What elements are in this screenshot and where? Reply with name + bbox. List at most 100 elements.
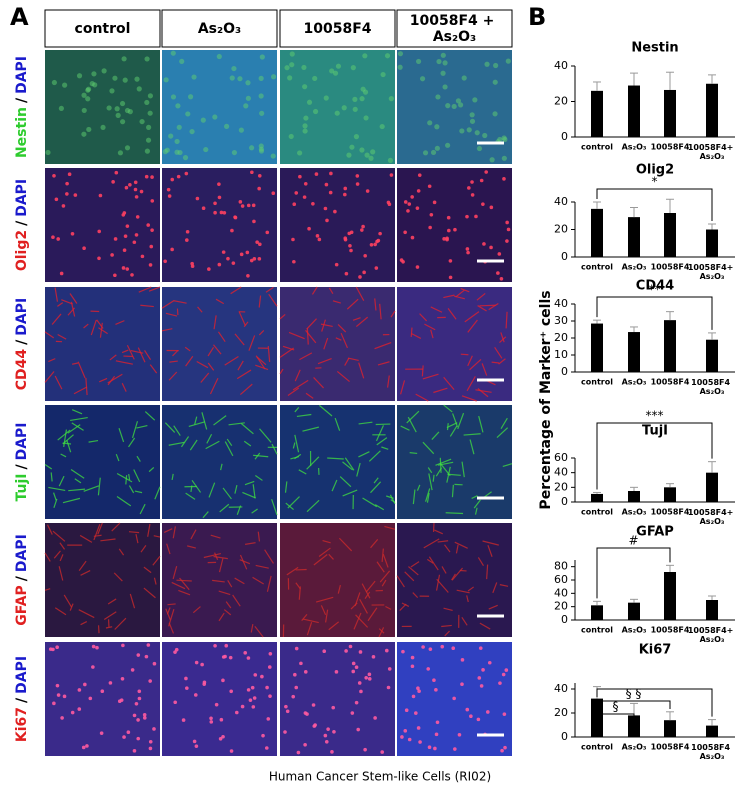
cell-texture: [322, 649, 326, 653]
cell-texture: [149, 747, 153, 751]
column-header: control: [75, 21, 131, 37]
row-label: GFAP/DAPI: [14, 534, 30, 626]
cell-texture: [503, 712, 507, 716]
cell-texture: [403, 729, 407, 733]
cell-texture: [230, 749, 234, 753]
caption: Human Cancer Stem-like Cells (RI02): [269, 770, 491, 784]
cell-texture: [247, 688, 251, 692]
cell-texture: [150, 175, 154, 179]
chart-title: GFAP: [636, 525, 674, 540]
cell-texture: [453, 747, 457, 751]
cell-texture: [213, 201, 217, 205]
cell-texture: [253, 673, 257, 677]
cell-texture: [421, 645, 425, 649]
x-tick-label: control: [581, 743, 613, 752]
cell-texture: [435, 733, 439, 737]
cell-texture: [123, 78, 128, 83]
cell-texture: [247, 204, 251, 208]
cell-texture: [351, 670, 355, 674]
cell-texture: [331, 706, 335, 710]
x-tick-label: control: [581, 508, 613, 517]
cell-texture: [388, 158, 393, 163]
cell-texture: [284, 705, 288, 709]
cell-texture: [304, 182, 308, 186]
cell-texture: [458, 733, 462, 737]
y-tick-label: 40: [554, 195, 568, 208]
cell-texture: [305, 712, 309, 716]
cell-texture: [325, 219, 329, 223]
cell-texture: [165, 148, 170, 153]
cell-texture: [452, 104, 457, 109]
cell-texture: [250, 259, 254, 263]
bar: [706, 473, 718, 502]
cell-texture: [398, 65, 403, 70]
cell-texture: [55, 645, 59, 649]
cell-texture: [130, 273, 134, 277]
cell-texture: [249, 698, 253, 702]
y-tick-label: 20: [554, 706, 568, 719]
cell-texture: [352, 662, 356, 666]
x-tick-label: As₂O₃: [622, 378, 647, 387]
cell-texture: [144, 100, 149, 105]
cell-texture: [490, 206, 494, 210]
separator: /: [14, 697, 30, 703]
cell-texture: [460, 682, 464, 686]
cell-texture: [417, 689, 421, 693]
cell-texture: [462, 75, 467, 80]
separator: /: [14, 97, 30, 103]
cell-texture: [271, 191, 275, 195]
x-tick-label: 10058F4: [651, 263, 690, 272]
cell-texture: [74, 193, 78, 197]
cell-texture: [445, 103, 450, 108]
cell-texture: [113, 273, 117, 277]
cell-texture: [121, 644, 125, 648]
cell-texture: [128, 109, 133, 114]
cell-texture: [152, 727, 156, 731]
chart-title: TujI: [642, 424, 668, 439]
bar: [664, 720, 676, 737]
cell-texture: [492, 111, 497, 116]
bar: [591, 91, 603, 137]
cell-texture: [194, 693, 198, 697]
marker-name: GFAP: [14, 585, 30, 626]
cell-texture: [482, 133, 487, 138]
x-tick-label: control: [581, 378, 613, 387]
cell-texture: [313, 109, 318, 114]
cell-texture: [329, 191, 333, 195]
x-tick-label: As₂O₃: [622, 508, 647, 517]
cell-texture: [312, 76, 317, 81]
y-axis-label: Percentage of Marker⁺ cells: [538, 290, 554, 509]
cell-texture: [56, 684, 60, 688]
cell-texture: [362, 271, 366, 275]
cell-texture: [163, 259, 167, 263]
cell-texture: [466, 247, 470, 251]
cell-texture: [120, 101, 125, 106]
cell-texture: [363, 115, 368, 120]
cell-texture: [469, 714, 473, 718]
cell-texture: [360, 228, 364, 232]
cell-texture: [434, 688, 438, 692]
cell-texture: [329, 172, 333, 176]
cell-texture: [380, 72, 385, 77]
panel-label: A: [10, 3, 29, 31]
cell-texture: [188, 94, 193, 99]
cell-texture: [249, 145, 254, 150]
marker-name: TujI: [14, 474, 30, 502]
cell-texture: [290, 51, 295, 56]
bar: [628, 603, 640, 620]
bar: [628, 491, 640, 502]
cell-texture: [472, 97, 477, 102]
cell-texture: [370, 243, 374, 247]
cell-texture: [315, 172, 319, 176]
cell-texture: [431, 150, 436, 155]
cell-texture: [177, 125, 182, 130]
cell-texture: [292, 202, 296, 206]
cell-texture: [479, 646, 483, 650]
cell-texture: [95, 646, 99, 650]
cell-texture: [294, 191, 298, 195]
separator: /: [14, 575, 30, 581]
significance-label: **: [649, 283, 661, 297]
cell-texture: [213, 644, 217, 648]
cell-texture: [428, 184, 432, 188]
x-tick-label: control: [581, 263, 613, 272]
